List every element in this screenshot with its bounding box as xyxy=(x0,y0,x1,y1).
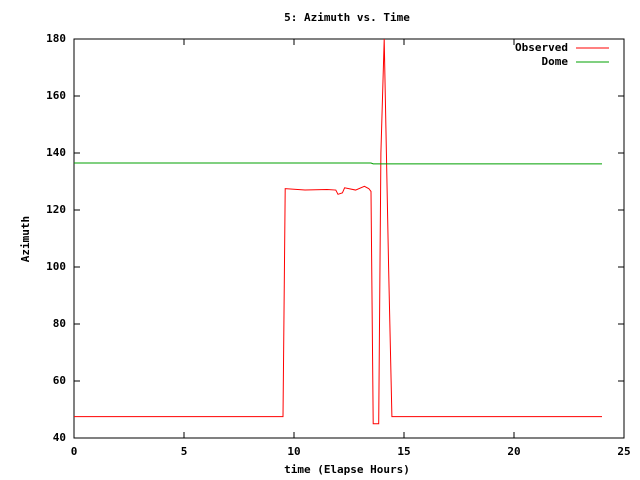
y-tick-label: 180 xyxy=(46,32,66,45)
x-tick-label: 20 xyxy=(507,445,520,458)
legend-label: Dome xyxy=(542,55,569,68)
y-tick-label: 140 xyxy=(46,146,66,159)
x-tick-label: 25 xyxy=(617,445,630,458)
y-axis-label: Azimuth xyxy=(19,216,32,262)
x-tick-label: 10 xyxy=(287,445,300,458)
y-tick-label: 100 xyxy=(46,260,66,273)
x-tick-label: 0 xyxy=(71,445,78,458)
plot-frame xyxy=(73,38,625,439)
data-line xyxy=(74,162,602,165)
y-tick-label: 40 xyxy=(53,431,66,444)
y-tick-label: 160 xyxy=(46,89,66,102)
chart-title: 5: Azimuth vs. Time xyxy=(284,11,410,24)
x-tick-label: 5 xyxy=(181,445,188,458)
x-axis-label: time (Elapse Hours) xyxy=(284,463,410,476)
y-tick-label: 120 xyxy=(46,203,66,216)
y-tick-label: 80 xyxy=(53,317,66,330)
legend-label: Observed xyxy=(515,41,568,54)
data-line xyxy=(74,38,602,425)
x-tick-label: 15 xyxy=(397,445,410,458)
y-tick-label: 60 xyxy=(53,374,66,387)
